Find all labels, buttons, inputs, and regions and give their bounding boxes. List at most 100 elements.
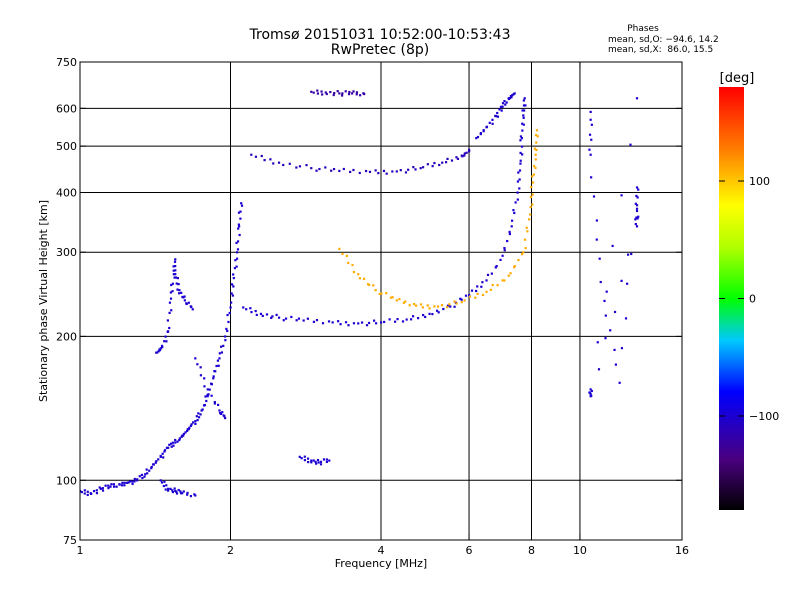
data-point xyxy=(511,94,514,97)
x-tick-label: 10 xyxy=(573,544,587,557)
data-point xyxy=(322,458,326,461)
data-point xyxy=(216,359,219,362)
data-point xyxy=(123,481,126,484)
data-point xyxy=(535,129,539,132)
data-point xyxy=(230,301,233,304)
data-point xyxy=(194,420,197,423)
data-point xyxy=(181,492,184,495)
data-point xyxy=(305,164,308,167)
data-point xyxy=(517,171,520,174)
data-point xyxy=(475,289,478,293)
data-point xyxy=(424,315,427,319)
data-point xyxy=(145,468,148,471)
data-point xyxy=(86,490,89,493)
data-point xyxy=(358,277,362,280)
colorbar-tick-label: 0 xyxy=(749,293,756,306)
data-point xyxy=(635,225,639,228)
data-point xyxy=(522,99,525,102)
data-point xyxy=(192,421,195,424)
data-point xyxy=(235,265,238,268)
data-point xyxy=(535,133,538,137)
data-point xyxy=(620,279,623,282)
data-point xyxy=(534,158,537,161)
data-point xyxy=(169,291,172,294)
data-point xyxy=(226,329,229,333)
grid-lines xyxy=(80,62,682,540)
data-point xyxy=(231,294,234,297)
data-point xyxy=(236,240,240,243)
data-point xyxy=(634,202,637,205)
data-point xyxy=(435,309,439,312)
data-point xyxy=(176,288,179,291)
data-point xyxy=(509,96,512,100)
data-point xyxy=(175,490,178,493)
data-point xyxy=(618,381,621,384)
data-point xyxy=(637,215,640,218)
data-point xyxy=(378,292,381,296)
data-point xyxy=(522,114,525,117)
data-point xyxy=(203,377,206,380)
data-point xyxy=(186,491,189,495)
data-point xyxy=(172,444,175,447)
data-point xyxy=(393,320,397,323)
data-point xyxy=(169,297,173,300)
data-point xyxy=(500,109,503,112)
data-point xyxy=(344,321,348,324)
data-point xyxy=(173,260,177,263)
data-point xyxy=(510,219,514,222)
data-point xyxy=(590,138,593,141)
data-point xyxy=(173,487,176,490)
data-point xyxy=(589,393,592,396)
data-point xyxy=(626,282,629,285)
data-point xyxy=(474,296,477,299)
data-point xyxy=(127,481,130,484)
chart-subtitle: RwPretec (8p) xyxy=(331,42,429,58)
data-point xyxy=(463,154,466,157)
data-point xyxy=(238,233,241,237)
data-point xyxy=(355,91,359,94)
data-point xyxy=(235,241,238,245)
data-point xyxy=(186,493,189,496)
y-axis-label: Stationary phase Virtual Height [km] xyxy=(37,200,50,402)
data-point xyxy=(360,321,364,324)
data-point xyxy=(316,92,320,95)
data-point xyxy=(159,479,162,482)
data-point xyxy=(519,159,522,162)
data-point xyxy=(195,415,198,418)
data-point xyxy=(83,489,86,492)
data-point xyxy=(496,115,500,118)
data-point xyxy=(282,319,285,322)
data-point xyxy=(295,166,298,169)
data-point xyxy=(521,122,524,125)
data-point xyxy=(519,162,522,165)
data-point xyxy=(222,344,225,347)
data-point xyxy=(306,457,310,460)
data-point xyxy=(336,90,339,93)
data-point xyxy=(479,132,482,136)
data-point xyxy=(412,302,416,306)
data-point xyxy=(636,196,639,199)
data-point xyxy=(470,289,474,292)
data-point xyxy=(482,130,485,133)
data-point xyxy=(508,230,511,234)
data-point xyxy=(288,162,291,165)
data-point xyxy=(327,320,331,323)
data-point xyxy=(491,118,494,121)
data-point xyxy=(516,180,520,183)
data-point xyxy=(282,163,285,167)
y-tick-label: 750 xyxy=(56,56,77,69)
data-point xyxy=(212,375,215,378)
data-point xyxy=(521,129,524,132)
data-point xyxy=(613,348,616,352)
data-point xyxy=(218,352,221,355)
y-tick-label: 500 xyxy=(56,140,77,153)
data-point xyxy=(202,404,206,407)
data-point xyxy=(341,252,344,255)
y-tick-label: 400 xyxy=(56,186,77,199)
data-point xyxy=(319,460,323,463)
data-point xyxy=(513,266,516,269)
colorbar-label: [deg] xyxy=(720,71,755,86)
data-point xyxy=(249,307,252,310)
x-tick-label: 1 xyxy=(77,544,84,557)
data-point xyxy=(115,485,118,488)
